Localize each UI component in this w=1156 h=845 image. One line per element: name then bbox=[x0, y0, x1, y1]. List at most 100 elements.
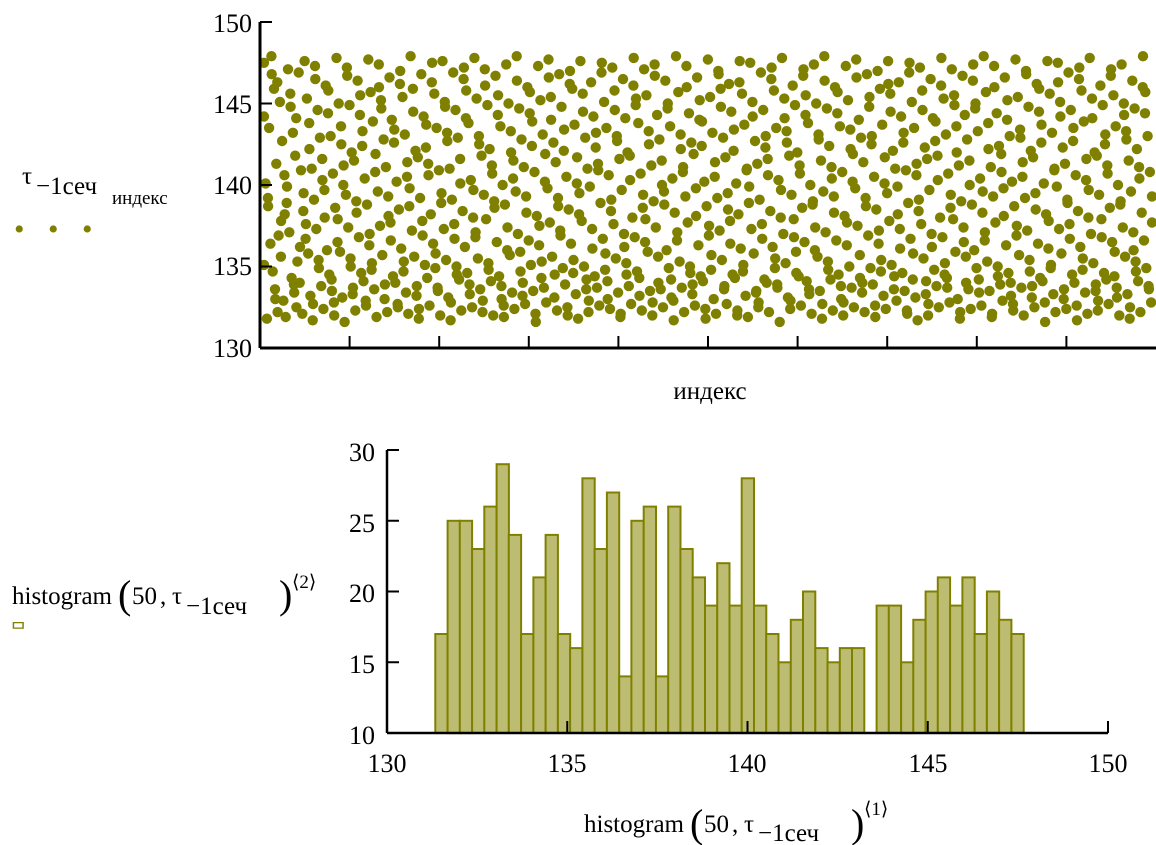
scatter-point bbox=[979, 235, 990, 246]
scatter-point bbox=[1111, 282, 1122, 293]
scatter-point bbox=[951, 147, 962, 158]
scatter-point bbox=[537, 129, 548, 140]
scatter-point bbox=[355, 90, 366, 101]
scatter-point bbox=[744, 181, 755, 192]
scatter-point bbox=[982, 256, 993, 267]
scatter-point bbox=[675, 143, 686, 155]
scatter-point bbox=[354, 109, 366, 121]
scatter-point bbox=[969, 245, 980, 256]
histogram-bar bbox=[520, 633, 535, 734]
scatter-point bbox=[333, 98, 344, 109]
scatter-point bbox=[1014, 124, 1026, 135]
scatter-point bbox=[839, 210, 850, 222]
scatter-point bbox=[285, 101, 296, 113]
scatter-point bbox=[682, 217, 693, 228]
scatter-point bbox=[484, 143, 495, 155]
scatter-point bbox=[619, 241, 630, 253]
scatter-point bbox=[988, 60, 1000, 72]
scatter-point bbox=[584, 181, 595, 192]
scatter-ytick-130: 130 bbox=[213, 334, 252, 363]
scatter-point bbox=[728, 145, 739, 156]
scatter-point bbox=[918, 253, 929, 264]
scatter-point bbox=[1057, 142, 1068, 153]
scatter-point bbox=[956, 196, 967, 207]
scatter-point bbox=[992, 261, 1003, 272]
scatter-point bbox=[391, 176, 402, 187]
scatter-point bbox=[819, 51, 830, 62]
scatter-point bbox=[1128, 245, 1139, 256]
scatter-point bbox=[1030, 204, 1041, 215]
scatter-point bbox=[639, 236, 651, 248]
scatter-point bbox=[380, 161, 392, 173]
scatter-point bbox=[520, 191, 532, 202]
histogram-bar bbox=[765, 633, 780, 734]
scatter-point bbox=[861, 69, 873, 80]
scatter-point bbox=[781, 137, 793, 148]
scatter-point bbox=[677, 166, 689, 178]
histogram-bar bbox=[802, 590, 817, 734]
scatter-point bbox=[397, 91, 408, 103]
histogram-bar bbox=[851, 647, 866, 734]
scatter-point bbox=[866, 130, 877, 142]
histogram-bar bbox=[532, 576, 547, 735]
scatter-point bbox=[1061, 303, 1072, 315]
scatter-point bbox=[936, 52, 947, 64]
scatter-point bbox=[706, 249, 717, 261]
scatter-point bbox=[870, 311, 881, 323]
scatter-point bbox=[510, 186, 521, 197]
scatter-point bbox=[574, 188, 585, 199]
scatter-point bbox=[688, 148, 699, 160]
scatter-point bbox=[318, 303, 329, 315]
scatter-point bbox=[449, 233, 460, 244]
scatter-point bbox=[1102, 160, 1113, 171]
scatter-point bbox=[871, 204, 882, 215]
scatter-point bbox=[486, 160, 498, 171]
scatter-point bbox=[274, 96, 286, 108]
scatter-point bbox=[847, 176, 858, 187]
scatter-point bbox=[618, 228, 630, 240]
scatter-point bbox=[693, 240, 704, 251]
scatter-point bbox=[906, 96, 917, 108]
scatter-point bbox=[1036, 137, 1047, 148]
scatter-point bbox=[864, 91, 875, 103]
scatter-point bbox=[859, 306, 870, 318]
scatter-point bbox=[828, 207, 840, 218]
scatter-point bbox=[1115, 199, 1126, 210]
scatter-point bbox=[601, 122, 612, 134]
scatter-point bbox=[978, 51, 989, 62]
scatter-point bbox=[607, 62, 618, 73]
scatter-point bbox=[668, 315, 679, 326]
scatter-point bbox=[704, 91, 716, 103]
scatter-point bbox=[365, 86, 376, 98]
scatter-point bbox=[383, 191, 394, 202]
scatter-point bbox=[767, 241, 778, 253]
scatter-point bbox=[924, 184, 935, 196]
scatter-point bbox=[534, 220, 545, 231]
scatter-point bbox=[586, 223, 598, 235]
scatter-point bbox=[353, 232, 365, 243]
scatter-point bbox=[496, 280, 507, 292]
scatter-point bbox=[775, 212, 786, 223]
scatter-point bbox=[1037, 276, 1048, 287]
scatter-point bbox=[884, 215, 895, 227]
scatter-point bbox=[748, 248, 759, 259]
scatter-point bbox=[942, 282, 953, 293]
scatter-point bbox=[298, 205, 309, 217]
scatter-point bbox=[898, 137, 909, 148]
scatter-point bbox=[1118, 98, 1130, 109]
scatter-point bbox=[1132, 276, 1144, 287]
scatter-point bbox=[346, 147, 357, 158]
scatter-point bbox=[948, 90, 960, 101]
scatter-point bbox=[1137, 51, 1149, 62]
scatter-point bbox=[1004, 130, 1015, 142]
scatter-point bbox=[517, 277, 528, 288]
scatter-point bbox=[1129, 103, 1140, 114]
scatter-point bbox=[400, 287, 412, 298]
scatter-point bbox=[360, 295, 371, 306]
scatter-point bbox=[565, 238, 577, 249]
scatter-point bbox=[792, 147, 803, 158]
scatter-point bbox=[311, 223, 322, 235]
scatter-point bbox=[963, 284, 974, 295]
scatter-point bbox=[392, 298, 403, 310]
scatter-point bbox=[670, 51, 682, 62]
